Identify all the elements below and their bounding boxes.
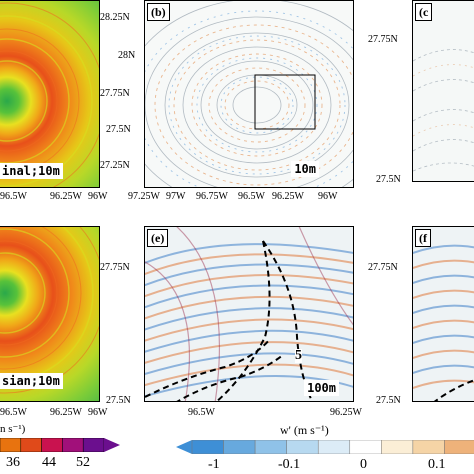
panel-a-label: inal;10m <box>0 163 63 179</box>
panel-b-height-label: 10m <box>291 161 319 177</box>
panel-d-xtick: 96W <box>88 407 108 418</box>
colorbar-swatch <box>444 440 474 454</box>
panel-d-xtick: 96.25W <box>50 407 82 418</box>
panel-e-height-label: 100m <box>304 380 339 396</box>
colorbar-left-label: 36 <box>6 455 20 470</box>
panel-d-xtick: 96.5W <box>0 407 27 418</box>
colorbar-swatch <box>0 438 22 452</box>
panel-b-ytick: 28.25N <box>100 12 130 23</box>
colorbar-swatch <box>349 440 382 454</box>
panel-a-xtick: 96.25W <box>50 191 82 202</box>
panel-b-label: (b) <box>147 3 170 21</box>
colorbar-left <box>0 438 120 452</box>
colorbar-right-label: 0.1 <box>428 457 446 472</box>
colorbar-right <box>176 440 474 454</box>
colorbar-right-label: -1 <box>208 457 220 472</box>
panel-b: (b) 10m <box>144 0 354 188</box>
panel-e-ytick: 27.5N <box>106 395 131 406</box>
panel-d: sian;10m <box>0 226 100 402</box>
colorbar-swatch <box>412 440 445 454</box>
colorbar-right-label: -0.1 <box>278 457 301 472</box>
panel-b-xtick: 96.75W <box>196 191 228 202</box>
panel-c-ytick: 27.5N <box>376 174 401 185</box>
panel-f: (f <box>412 226 474 402</box>
zoom-region-box <box>254 74 316 130</box>
colorbar-swatch <box>41 438 63 452</box>
colorbar-swatch <box>381 440 414 454</box>
panel-f-ytick: 27.5N <box>376 395 401 406</box>
colorbar-end-arrow <box>104 438 120 452</box>
panel-f-label: (f <box>415 229 431 247</box>
colorbar-end-arrow <box>176 440 192 454</box>
panel-b-xtick: 96.25W <box>272 191 304 202</box>
colorbar-right-label: 0 <box>360 457 367 472</box>
panel-f-ytick: 27.75N <box>368 262 398 273</box>
colorbar-swatch <box>254 440 287 454</box>
panel-c: (c <box>412 0 474 182</box>
vertical-velocity-map-b <box>145 1 353 187</box>
colorbar-right-title: w' (m s⁻¹) <box>280 423 329 437</box>
colorbar-left-label: 52 <box>76 455 90 470</box>
panel-a-xtick: 96.5W <box>0 191 27 202</box>
panel-a: inal;10m <box>0 0 100 188</box>
colorbar-swatch <box>223 440 256 454</box>
panel-b-ytick: 27.5N <box>106 124 131 135</box>
panel-c-ytick: 27.75N <box>368 34 398 45</box>
panel-b-ytick: 27.25N <box>100 160 130 171</box>
colorbar-left-swatches <box>0 438 120 452</box>
colorbar-right-swatches <box>176 440 474 454</box>
panel-e-label: (e) <box>147 229 169 247</box>
panel-c-label: (c <box>415 3 433 21</box>
panel-b-xtick: 96.5W <box>238 191 265 202</box>
wind-speed-map-d <box>0 227 99 401</box>
panel-e-xtick: 96.25W <box>330 407 362 418</box>
panel-a-xtick: 96W <box>88 191 108 202</box>
panel-b-ytick: 28N <box>118 50 136 61</box>
colorbar-left-unit: n s⁻¹) <box>0 423 26 435</box>
colorbar-swatch <box>62 438 84 452</box>
panel-b-ytick: 27.75N <box>100 88 130 99</box>
colorbar-swatch <box>191 440 224 454</box>
panel-e: (e) 5 100m <box>144 226 354 402</box>
vertical-velocity-map-f <box>413 244 474 401</box>
panel-e-ytick: 27.75N <box>100 262 130 273</box>
contour-value-label: 5 <box>295 348 302 363</box>
colorbar-swatch <box>82 438 105 452</box>
panel-b-xtick: 97W <box>166 191 186 202</box>
panel-b-xtick: 96W <box>318 191 338 202</box>
wind-speed-map-a <box>0 1 99 187</box>
panel-d-label: sian;10m <box>0 373 63 389</box>
panel-e-xtick: 96.5W <box>188 407 215 418</box>
vertical-velocity-map-c <box>413 49 474 172</box>
panel-b-xtick: 97.25W <box>128 191 160 202</box>
colorbar-left-label: 44 <box>42 455 56 470</box>
colorbar-swatch <box>317 440 351 454</box>
colorbar-swatch <box>286 440 319 454</box>
colorbar-swatch <box>20 438 42 452</box>
vertical-velocity-map-e <box>145 227 353 401</box>
